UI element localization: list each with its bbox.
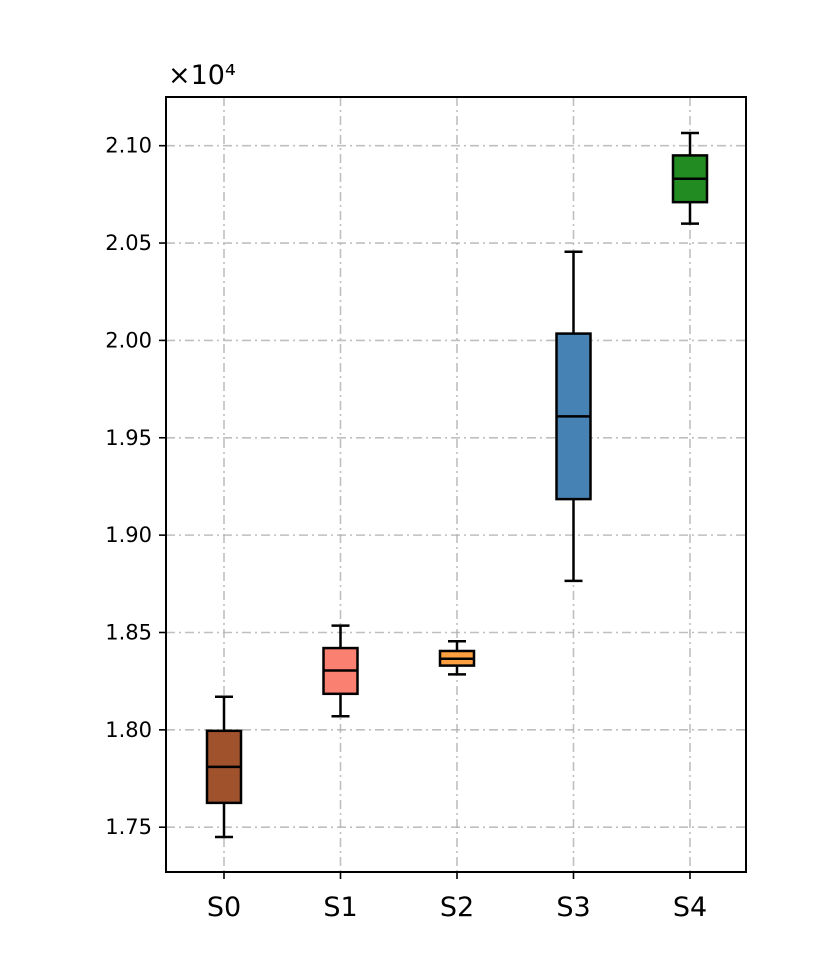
- y-tick-label: 1.80: [105, 718, 152, 742]
- y-tick-label: 2.00: [105, 328, 152, 352]
- x-tick-label: S3: [556, 892, 590, 923]
- y-tick-label: 2.05: [105, 231, 152, 255]
- box-s0: [205, 695, 243, 839]
- y-tick-label: 2.10: [105, 134, 152, 158]
- y-tick-label: 1.75: [105, 815, 152, 839]
- y-tick-label: 1.85: [105, 620, 152, 644]
- y-offset-label: ×10⁴: [168, 60, 236, 91]
- y-axis: 1.75 1.80 1.85 1.90 1.95 2.00 2.05 2.10: [105, 134, 166, 839]
- box-s4: [671, 131, 709, 225]
- y-tick-label: 1.90: [105, 523, 152, 547]
- box-series: [205, 131, 709, 839]
- x-axis: S0 S1 S2 S3 S4: [207, 872, 707, 923]
- box-s2: [438, 640, 476, 676]
- y-tick-label: 1.95: [105, 426, 152, 450]
- box-s1: [322, 624, 359, 718]
- x-tick-label: S1: [323, 892, 357, 923]
- x-tick-label: S0: [207, 892, 241, 923]
- x-tick-label: S2: [440, 892, 474, 923]
- box-s3: [555, 250, 592, 583]
- grid-lines: [166, 97, 746, 872]
- plot-frame: [165, 96, 747, 873]
- x-tick-label: S4: [673, 892, 707, 923]
